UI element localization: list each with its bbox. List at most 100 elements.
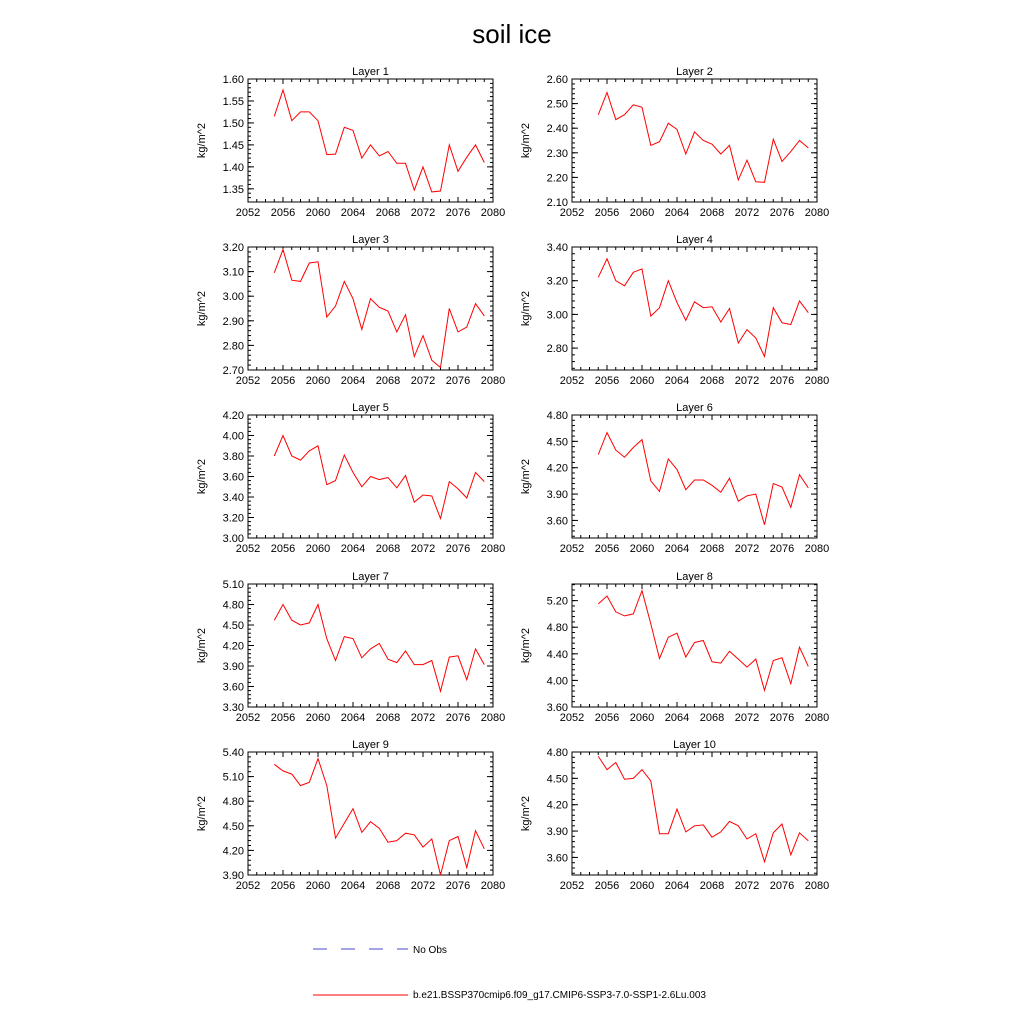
y-tick-label: 1.35 — [223, 184, 244, 196]
x-tick-label: 2060 — [630, 880, 654, 892]
y-axis-label: kg/m^2 — [520, 628, 532, 663]
series-line — [273, 247, 485, 369]
plot-frame — [571, 583, 818, 708]
panel-layer-8: Layer 8 2052 2056 2060 2064 2068 2072 2076 2080 3… — [520, 571, 829, 724]
y-tick-label: 3.20 — [223, 242, 244, 254]
x-tick-label: 2068 — [700, 880, 724, 892]
y-tick-label: 4.00 — [223, 431, 244, 443]
y-tick-label: 5.20 — [547, 596, 568, 608]
x-tick-label: 2064 — [341, 375, 365, 387]
panel-title: Layer 3 — [352, 234, 389, 246]
y-tick-label: 4.80 — [223, 796, 244, 808]
y-tick-label: 1.40 — [223, 162, 244, 174]
x-tick-label: 2072 — [411, 712, 435, 724]
x-tick-label: 2080 — [481, 207, 505, 219]
series-line — [273, 603, 485, 694]
x-tick-label: 2052 — [236, 880, 260, 892]
y-tick-label: 4.50 — [547, 436, 568, 448]
y-tick-label: 2.40 — [547, 123, 568, 135]
x-tick-label: 2068 — [376, 375, 400, 387]
y-tick-label: 4.80 — [547, 747, 568, 759]
y-tick-label: 1.50 — [223, 118, 244, 130]
x-tick-label: 2052 — [560, 712, 584, 724]
panel-layer-2: Layer 2 2052 2056 2060 2064 2068 2072 2076 2080 2… — [520, 66, 829, 219]
x-tick-label: 2068 — [700, 375, 724, 387]
x-tick-label: 2068 — [376, 543, 400, 555]
x-tick-label: 2060 — [306, 543, 330, 555]
x-tick-label: 2056 — [271, 543, 295, 555]
x-tick-label: 2052 — [560, 207, 584, 219]
x-tick-label: 2056 — [271, 375, 295, 387]
x-tick-label: 2064 — [665, 880, 689, 892]
x-tick-label: 2064 — [341, 880, 365, 892]
x-tick-label: 2060 — [630, 712, 654, 724]
x-tick-label: 2072 — [411, 543, 435, 555]
y-axis-label: kg/m^2 — [196, 628, 208, 663]
x-tick-label: 2080 — [805, 375, 829, 387]
x-tick-label: 2052 — [236, 207, 260, 219]
panel-title: Layer 5 — [352, 402, 389, 414]
y-axis-label: kg/m^2 — [196, 291, 208, 326]
x-tick-label: 2056 — [595, 712, 619, 724]
y-tick-label: 3.90 — [223, 870, 244, 882]
x-tick-label: 2076 — [770, 375, 794, 387]
legend-obs-label: No Obs — [413, 945, 447, 956]
y-tick-label: 3.60 — [223, 682, 244, 694]
y-tick-label: 3.00 — [547, 309, 568, 321]
x-tick-label: 2056 — [271, 712, 295, 724]
y-tick-label: 3.00 — [223, 291, 244, 303]
x-tick-label: 2056 — [595, 880, 619, 892]
x-tick-label: 2068 — [700, 207, 724, 219]
x-tick-label: 2080 — [805, 880, 829, 892]
plot-frame — [571, 246, 818, 371]
x-tick-label: 2064 — [665, 207, 689, 219]
y-tick-label: 3.20 — [547, 276, 568, 288]
y-tick-label: 4.40 — [547, 649, 568, 661]
y-tick-label: 3.10 — [223, 267, 244, 279]
y-tick-label: 2.80 — [547, 343, 568, 355]
x-tick-label: 2052 — [236, 712, 260, 724]
panel-title: Layer 6 — [676, 402, 713, 414]
y-tick-label: 2.60 — [547, 74, 568, 86]
y-axis-label: kg/m^2 — [520, 291, 532, 326]
panel-title: Layer 10 — [673, 739, 716, 751]
x-tick-label: 2068 — [700, 712, 724, 724]
y-tick-label: 4.20 — [547, 463, 568, 475]
y-tick-label: 3.90 — [547, 489, 568, 501]
series-line — [273, 757, 485, 876]
y-tick-label: 4.20 — [547, 800, 568, 812]
x-tick-label: 2052 — [560, 543, 584, 555]
legend-model-label: b.e21.BSSP370cmip6.f09_g17.CMIP6-SSP3-7.… — [413, 990, 706, 1001]
panel-layer-7: Layer 7 2052 2056 2060 2064 2068 2072 2076 2080 3… — [196, 571, 505, 724]
y-tick-label: 3.40 — [223, 492, 244, 504]
plot-frame — [247, 583, 494, 708]
x-tick-label: 2080 — [805, 207, 829, 219]
x-tick-label: 2072 — [411, 880, 435, 892]
x-tick-label: 2076 — [770, 880, 794, 892]
y-tick-label: 4.80 — [547, 622, 568, 634]
y-tick-label: 4.20 — [223, 410, 244, 422]
y-tick-label: 3.90 — [223, 661, 244, 673]
x-tick-label: 2080 — [805, 543, 829, 555]
panel-title: Layer 1 — [352, 66, 389, 78]
panel-title: Layer 9 — [352, 739, 389, 751]
y-tick-label: 3.80 — [223, 451, 244, 463]
y-tick-label: 2.50 — [547, 99, 568, 111]
x-tick-label: 2056 — [595, 543, 619, 555]
x-tick-label: 2052 — [560, 375, 584, 387]
panel-layer-1: Layer 1 2052 2056 2060 2064 2068 2072 2076 2080 1… — [196, 66, 505, 219]
x-tick-label: 2076 — [446, 207, 470, 219]
series-line — [597, 431, 809, 525]
x-tick-label: 2076 — [446, 712, 470, 724]
panel-title: Layer 4 — [676, 234, 713, 246]
y-tick-label: 5.10 — [223, 579, 244, 591]
x-tick-label: 2060 — [630, 543, 654, 555]
panel-title: Layer 2 — [676, 66, 713, 78]
y-tick-label: 2.30 — [547, 148, 568, 160]
series-line — [597, 588, 809, 693]
y-tick-label: 3.00 — [223, 533, 244, 545]
y-tick-label: 3.60 — [547, 702, 568, 714]
y-tick-label: 1.60 — [223, 74, 244, 86]
y-axis-label: kg/m^2 — [520, 459, 532, 494]
